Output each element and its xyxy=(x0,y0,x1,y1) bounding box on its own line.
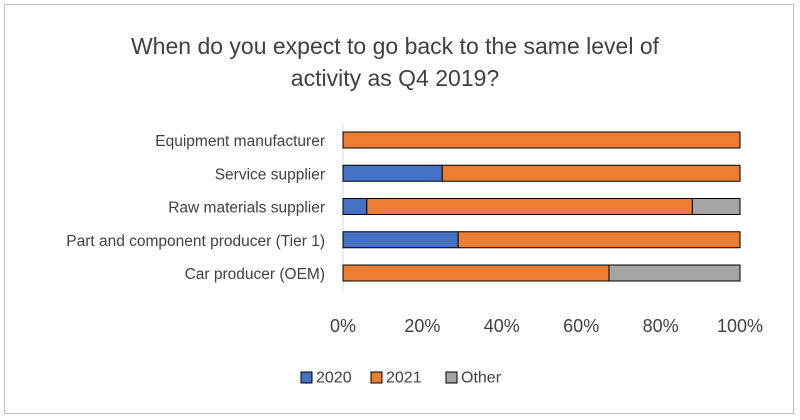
legend-swatch-2021 xyxy=(370,371,383,384)
chart-title-line-2: activity as Q4 2019? xyxy=(290,65,500,91)
legend-swatch-other xyxy=(445,371,458,384)
legend-label-2020: 2020 xyxy=(316,370,352,387)
bar-2020-3 xyxy=(342,198,368,215)
legend-label-other: Other xyxy=(461,370,502,387)
category-label-5: Car producer (OEM) xyxy=(185,266,325,283)
bar-2021-1 xyxy=(342,131,741,149)
x-tick-label-2: 20% xyxy=(404,316,440,336)
bar-2021-4 xyxy=(457,231,741,249)
legend-swatch-2020 xyxy=(300,371,313,384)
bar-2021-2 xyxy=(441,164,741,182)
x-tick-label-6: 100% xyxy=(717,316,763,336)
category-label-1: Equipment manufacturer xyxy=(155,133,325,150)
bar-2020-4 xyxy=(342,231,459,249)
x-tick-label-5: 80% xyxy=(643,316,679,336)
chart-title: When do you expect to go back to the sam… xyxy=(0,30,790,94)
bar-2021-5 xyxy=(342,264,610,282)
category-label-2: Service supplier xyxy=(215,166,325,183)
bar-other-5 xyxy=(608,264,741,282)
x-tick-label-4: 60% xyxy=(563,316,599,336)
x-tick-label-3: 40% xyxy=(484,316,520,336)
chart-title-line-1: When do you expect to go back to the sam… xyxy=(130,33,660,59)
bar-other-3 xyxy=(691,198,741,215)
x-tick-label-1: 0% xyxy=(330,316,356,336)
category-label-4: Part and component producer (Tier 1) xyxy=(66,233,325,250)
legend-label-2021: 2021 xyxy=(386,370,422,387)
category-label-3: Raw materials supplier xyxy=(168,200,325,217)
bar-2020-2 xyxy=(342,164,443,182)
bar-2021-3 xyxy=(366,198,693,215)
